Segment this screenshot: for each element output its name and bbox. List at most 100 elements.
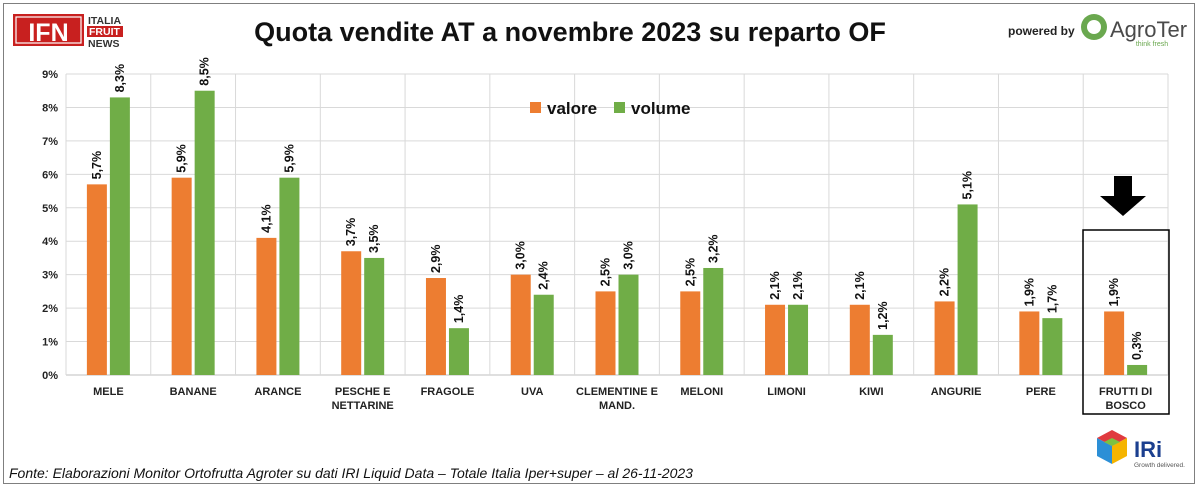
bar-volume [533,294,554,375]
x-tick-label: MELONI [680,386,723,398]
x-tick-label: PERE [1026,386,1056,398]
data-label-volume: 0,3% [1130,331,1144,360]
bar-valore [765,304,786,375]
data-label-valore: 5,7% [90,151,104,180]
iri-cube-left [1097,438,1112,464]
x-tick-label: UVA [521,386,543,398]
bar-volume [872,334,893,375]
iri-cube-center [1104,438,1120,446]
legend-label-volume: volume [631,99,691,118]
bar-valore [849,304,870,375]
bar-valore [1104,311,1125,375]
grid-layer [65,73,1169,376]
agroter-tagline: think fresh [1136,41,1168,48]
agroter-leaf-inner [1087,20,1101,34]
legend: valore volume [530,99,691,118]
bar-valore [934,301,955,375]
y-tick-label: 9% [42,69,58,81]
bar-volume [618,274,639,375]
data-label-valore: 1,9% [1107,278,1121,307]
data-label-volume: 3,5% [367,224,381,253]
iri-name: IRi [1134,437,1162,462]
data-label-volume: 3,2% [706,234,720,263]
data-label-valore: 3,7% [344,218,358,247]
bars-layer [86,90,1148,376]
data-label-valore: 1,9% [1022,278,1036,307]
x-tick-label: PESCHE E [335,386,391,398]
data-label-valore: 2,5% [599,258,613,287]
bar-valore [1019,311,1040,375]
data-label-valore: 2,5% [683,258,697,287]
ifn-logo-line2-bg [87,26,123,37]
iri-cube-right [1112,438,1127,464]
legend-swatch-volume [614,102,625,113]
x-tick-label: CLEMENTINE E [576,386,658,398]
bar-valore [86,184,107,375]
y-tick-label: 3% [42,270,58,282]
data-label-volume: 5,1% [961,171,975,200]
ifn-logo-mark: IFN [28,19,68,47]
data-label-volume: 5,9% [282,144,296,173]
x-tick-label: ARANCE [254,386,301,398]
agroter-logo: AgroTer think fresh [1081,14,1187,48]
source-note: Fonte: Elaborazioni Monitor Ortofrutta A… [9,465,693,481]
data-label-volume: 1,4% [452,295,466,324]
x-tick-label: NETTARINE [332,400,394,412]
bar-volume [448,328,469,375]
ifn-logo-mark-border [15,16,82,44]
x-tick-label: MAND. [599,400,635,412]
bar-valore [171,177,192,375]
y-tick-label: 2% [42,303,58,315]
x-tick-label: LIMONI [767,386,806,398]
data-label-valore: 2,2% [938,268,952,297]
y-tick-label: 0% [42,370,58,382]
x-tick-label: MELE [93,386,124,398]
ifn-logo-line3: NEWS [88,38,120,50]
y-tick-label: 4% [42,236,58,248]
bar-valore [256,237,277,375]
powered-by-text: powered by [1008,24,1075,38]
data-label-valore: 4,1% [259,204,273,233]
ifn-logo-mark-bg [13,14,84,46]
bar-volume [194,90,215,375]
y-tick-label: 8% [42,102,58,114]
x-tick-label: BANANE [170,386,217,398]
y-tick-label: 7% [42,136,58,148]
bar-volume [1042,318,1063,375]
data-label-volume: 3,0% [622,241,636,270]
chart-frame [3,3,1195,484]
x-tick-label: FRAGOLE [421,386,475,398]
bar-valore [595,291,616,375]
data-label-volume: 8,5% [198,57,212,86]
ifn-logo-line1: ITALIA [88,15,121,27]
data-label-valore: 2,9% [429,245,443,274]
bar-valore [510,274,531,375]
bar-volume [1127,364,1148,375]
data-label-volume: 2,1% [791,271,805,300]
data-label-valore: 2,1% [853,271,867,300]
x-tick-label: BOSCO [1105,400,1146,412]
x-tick-label: ANGURIE [931,386,982,398]
data-label-volume: 2,4% [537,261,551,290]
chart-title: Quota vendite AT a novembre 2023 su repa… [254,17,886,47]
data-label-valore: 5,9% [175,144,189,173]
bar-volume [364,257,385,375]
data-label-volume: 1,2% [876,301,890,330]
bar-volume [788,304,809,375]
data-label-valore: 3,0% [514,241,528,270]
y-tick-label: 5% [42,203,58,215]
data-label-volume: 1,7% [1045,285,1059,314]
data-label-valore: 2,1% [768,271,782,300]
x-tick-label: KIWI [859,386,883,398]
iri-tagline: Growth delivered. [1134,462,1185,469]
bar-valore [341,251,362,375]
data-label-volume: 8,3% [113,64,127,93]
ifn-logo-line2: FRUIT [89,26,120,38]
bar-volume [109,97,130,376]
bar-valore [680,291,701,375]
bar-valore [425,278,446,375]
bar-volume [279,177,300,375]
y-tick-label: 6% [42,169,58,181]
y-tick-label: 1% [42,337,58,349]
